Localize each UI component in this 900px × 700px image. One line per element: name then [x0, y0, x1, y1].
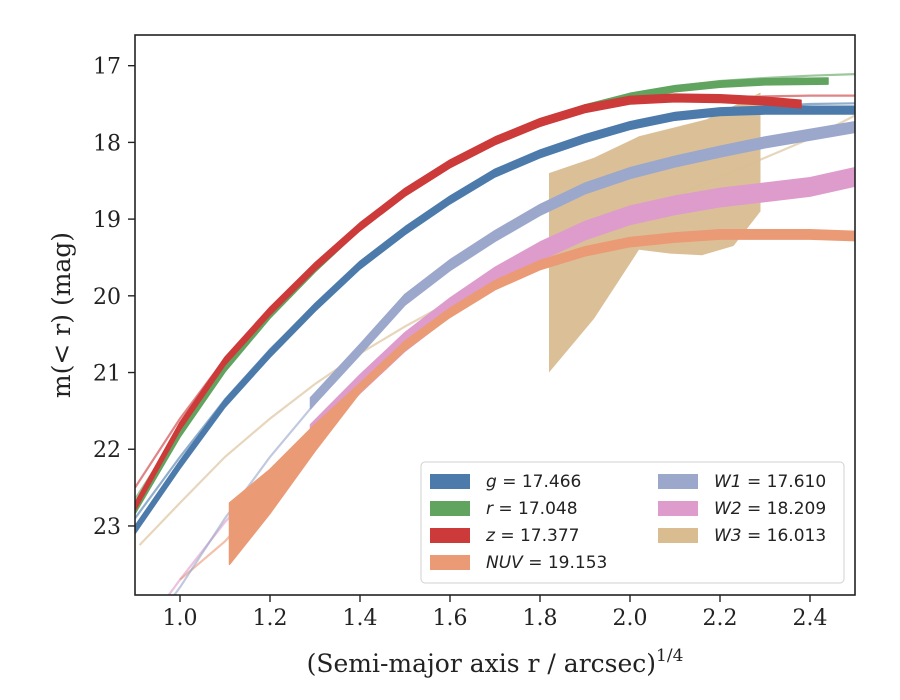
legend-swatch-W1 [658, 474, 698, 489]
x-tick-label: 1.4 [343, 606, 378, 631]
y-axis: 17 18 19 20 21 22 23 [93, 55, 135, 540]
band-z [135, 93, 802, 512]
legend-swatch-z [430, 528, 470, 543]
legend-label-g: g = 17.466 [486, 472, 581, 492]
y-tick-label: 21 [93, 362, 121, 387]
x-tick-label: 2.0 [613, 606, 648, 631]
x-tick-label: 2.2 [703, 606, 738, 631]
band-g [135, 105, 855, 535]
legend-label-W2: W2 = 18.209 [714, 499, 826, 519]
legend-label-r: r = 17.048 [486, 499, 578, 519]
x-tick-label: 1.8 [523, 606, 558, 631]
legend-swatch-W2 [658, 501, 698, 516]
legend-label-NUV: NUV = 19.153 [486, 553, 607, 573]
x-axis: 1.0 1.2 1.4 1.6 1.8 2.0 2.2 2.4 [163, 595, 828, 631]
legend-swatch-g [430, 474, 470, 489]
legend-swatch-W3 [658, 528, 698, 543]
legend-label-W3: W3 = 16.013 [714, 526, 826, 546]
legend-swatch-NUV [430, 555, 470, 570]
y-tick-label: 20 [93, 285, 121, 310]
x-tick-label: 1.0 [163, 606, 198, 631]
x-tick-label: 1.2 [253, 606, 288, 631]
y-axis-label: m(< r) (mag) [47, 232, 76, 398]
legend-label-W1: W1 = 17.610 [714, 472, 826, 492]
y-tick-label: 18 [93, 131, 121, 156]
legend: g = 17.466 r = 17.048 z = 17.377 NUV = 19.1… [420, 461, 845, 584]
legend-box [420, 461, 845, 584]
y-tick-label: 19 [93, 208, 121, 233]
y-tick-label: 22 [93, 438, 121, 463]
band-W1 [309, 120, 855, 410]
y-tick-label: 23 [93, 515, 121, 540]
band-NUV [228, 229, 855, 566]
x-tick-label: 1.6 [433, 606, 468, 631]
x-axis-label: (Semi-major axis r / arcsec)1/4 [307, 646, 684, 678]
x-tick-label: 2.4 [793, 606, 828, 631]
legend-label-z: z = 17.377 [485, 526, 579, 546]
plot-area [135, 73, 855, 595]
legend-swatch-r [430, 501, 470, 516]
plot-frame [134, 34, 856, 596]
band-W3 [549, 92, 761, 373]
y-tick-label: 17 [93, 55, 121, 80]
